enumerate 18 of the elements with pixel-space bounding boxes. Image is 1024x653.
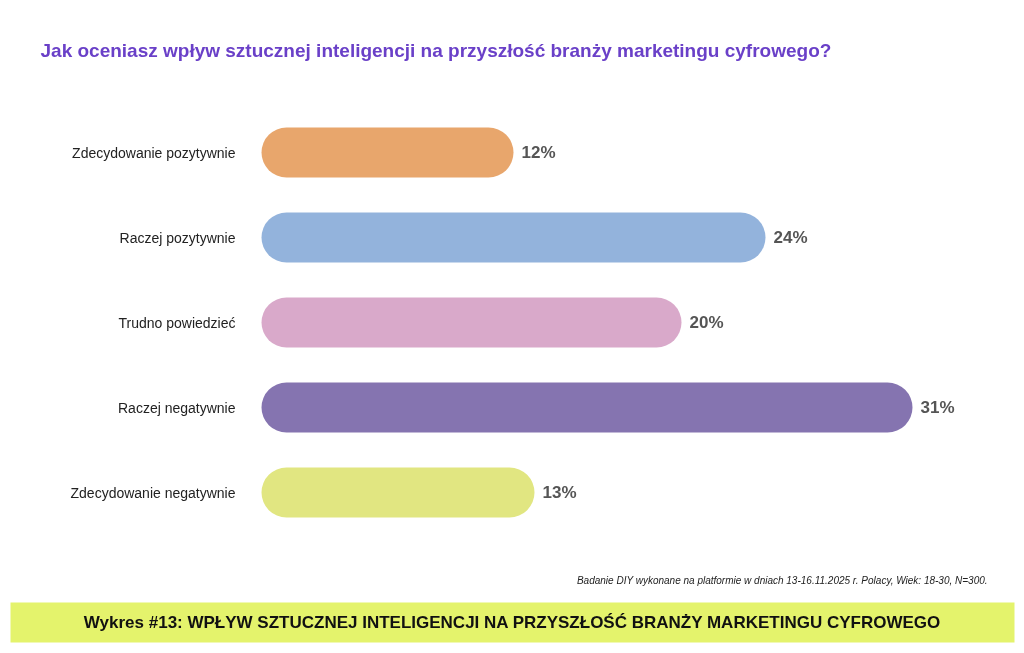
data-label: 31% <box>920 398 955 417</box>
bar <box>261 212 766 263</box>
y-tick-label: Zdecydowanie negatywnie <box>70 484 236 501</box>
text: Wykres #13: WPŁYW SZTUCZNEJ INTELIGENCJI NA PRZYSZŁOŚĆ BRANŻY MARKETINGU CYFROWEGO <box>83 613 941 632</box>
y-tick-label: Raczej pozytywnie <box>119 229 236 246</box>
y-tick-label: Raczej negatywnie <box>117 399 236 416</box>
y-tick-label: Zdecydowanie pozytywnie <box>72 144 236 161</box>
y-tick-label: Trudno powiedzieć <box>118 314 236 331</box>
data-label: 24% <box>773 228 808 247</box>
data-label: 12% <box>521 143 556 162</box>
data-label: 20% <box>689 313 724 332</box>
data-label: 13% <box>542 483 577 502</box>
bar <box>261 127 514 178</box>
text: Badanie DIY wykonane na platformie w dniach 13-16.11.2025 r. Polacy, Wiek: 18-30, N=300. <box>576 575 988 586</box>
bar <box>261 467 535 518</box>
bar <box>261 382 913 433</box>
chart-title: Jak oceniasz wpływ sztucznej inteligencji na przyszłość branży marketingu cyfrowego? <box>40 40 832 61</box>
bar <box>261 297 682 348</box>
